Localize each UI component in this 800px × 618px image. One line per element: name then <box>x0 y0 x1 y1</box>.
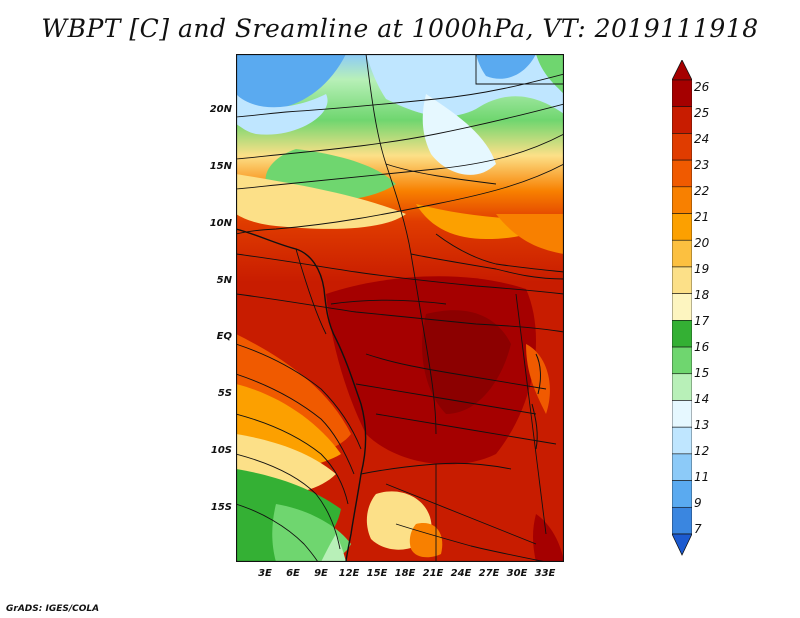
colorbar-label-12: 12 <box>694 444 710 458</box>
colorbar-label-17: 17 <box>694 314 710 328</box>
lat-label-5n: 5N <box>216 275 232 286</box>
lat-label-5s: 5S <box>217 388 232 399</box>
colorbar-label-16: 16 <box>694 340 710 354</box>
colorbar-top-arrow <box>672 60 692 81</box>
colorbar-cell <box>672 213 692 241</box>
colorbar-cell <box>672 106 692 134</box>
grads-credit: GrADS: IGES/COLA <box>6 604 100 614</box>
colorbar-label-25: 25 <box>694 106 710 120</box>
colorbar-cell <box>672 506 692 535</box>
lon-label-18e: 18E <box>394 568 416 579</box>
colorbar-label-11: 11 <box>694 470 710 484</box>
colorbar <box>672 60 692 556</box>
lon-label-9e: 9E <box>314 568 328 579</box>
lon-label-33e: 33E <box>534 568 556 579</box>
colorbar-label-19: 19 <box>694 262 710 276</box>
colorbar-cell <box>672 346 692 375</box>
colorbar-label-7: 7 <box>694 522 702 536</box>
colorbar-label-24: 24 <box>694 132 710 146</box>
colorbar-cell <box>672 266 692 294</box>
colorbar-bottom-arrow <box>672 533 692 556</box>
colorbar-cell <box>672 373 692 401</box>
colorbar-label-20: 20 <box>694 236 710 250</box>
colorbar-cell <box>672 79 692 108</box>
lon-label-27e: 27E <box>478 568 500 579</box>
colorbar-label-9: 9 <box>694 496 702 510</box>
lat-label-15s: 15S <box>210 502 232 513</box>
lon-label-30e: 30E <box>506 568 528 579</box>
lat-label-10s: 10S <box>210 445 232 456</box>
colorbar-label-23: 23 <box>694 158 710 172</box>
colorbar-label-15: 15 <box>694 366 710 380</box>
wbpt-field-map <box>236 54 564 562</box>
lon-label-15e: 15E <box>366 568 388 579</box>
lon-label-24e: 24E <box>450 568 472 579</box>
colorbar-cell <box>672 186 692 214</box>
colorbar-cells <box>672 79 692 535</box>
colorbar-cell <box>672 320 692 348</box>
colorbar-cell <box>672 426 692 455</box>
colorbar-label-18: 18 <box>694 288 710 302</box>
colorbar-label-13: 13 <box>694 418 710 432</box>
colorbar-cell <box>672 293 692 321</box>
colorbar-cell <box>672 453 692 481</box>
lat-label-eq: EQ <box>216 331 232 342</box>
colorbar-cell <box>672 239 692 268</box>
lat-label-20n: 20N <box>209 104 232 115</box>
lat-label-15n: 15N <box>209 161 232 172</box>
lon-label-3e: 3E <box>258 568 272 579</box>
colorbar-cell <box>672 133 692 161</box>
colorbar-label-26: 26 <box>694 80 710 94</box>
map-panel <box>236 54 564 562</box>
colorbar-label-14: 14 <box>694 392 710 406</box>
colorbar-cell <box>672 400 692 428</box>
colorbar-cell <box>672 159 692 188</box>
lat-label-10n: 10N <box>209 218 232 229</box>
lon-label-12e: 12E <box>338 568 360 579</box>
lon-label-6e: 6E <box>286 568 300 579</box>
colorbar-cell <box>672 480 692 508</box>
map-title: WBPT [C] and Sreamline at 1000hPa, VT: 2… <box>41 14 759 43</box>
colorbar-label-21: 21 <box>694 210 710 224</box>
lon-label-21e: 21E <box>422 568 444 579</box>
colorbar-label-22: 22 <box>694 184 710 198</box>
